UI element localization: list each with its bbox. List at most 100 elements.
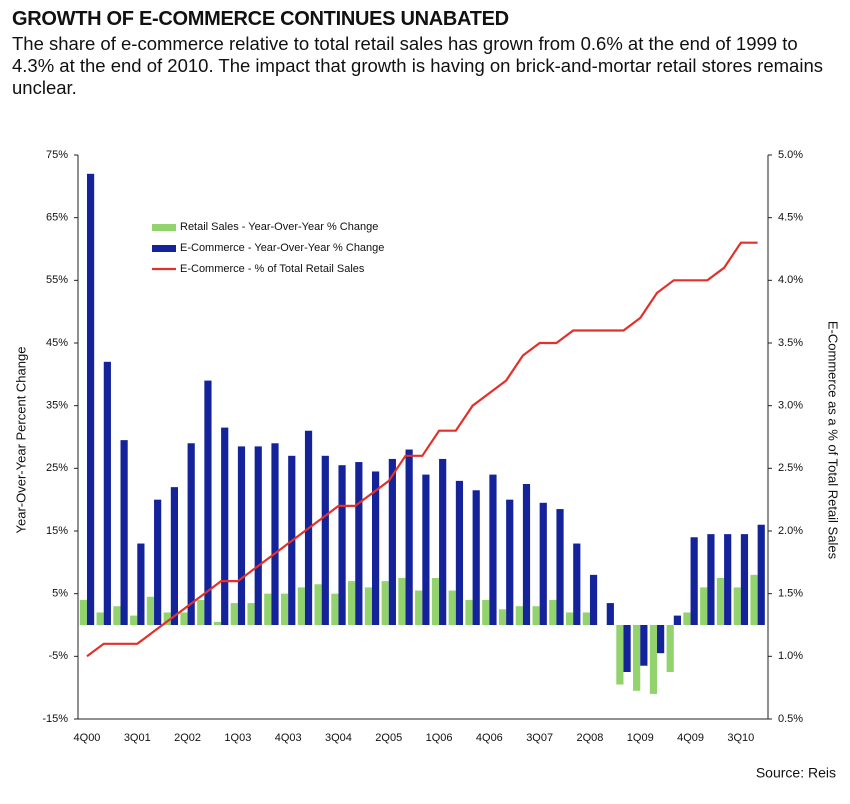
- bar: [455, 480, 464, 625]
- bar: [254, 446, 262, 625]
- x-tick-label: 1Q06: [426, 732, 453, 744]
- bar: [348, 581, 356, 625]
- bar: [707, 534, 715, 625]
- bar: [573, 543, 581, 625]
- bar: [750, 574, 758, 625]
- x-tick-label: 3Q10: [727, 732, 754, 744]
- legend-label: Retail Sales - Year-Over-Year % Change: [180, 221, 378, 233]
- bar: [549, 599, 557, 625]
- y-tick-label: 5%: [52, 588, 68, 600]
- y2-tick-label: 2.5%: [778, 462, 803, 474]
- bar: [448, 590, 456, 625]
- bar: [321, 455, 329, 625]
- y-tick-label: 75%: [46, 149, 68, 161]
- y2-tick-label: 3.0%: [778, 400, 803, 412]
- y2-tick-label: 1.5%: [778, 588, 803, 600]
- bar: [640, 625, 648, 666]
- legend-swatch: [152, 245, 176, 252]
- x-tick-label: 1Q09: [627, 732, 654, 744]
- x-tick-label: 1Q03: [224, 732, 251, 744]
- x-tick-label: 3Q07: [526, 732, 553, 744]
- bar: [247, 603, 255, 625]
- y-tick-label: -5%: [48, 650, 68, 662]
- bar: [154, 499, 162, 625]
- bar: [633, 625, 641, 691]
- bar: [422, 474, 430, 625]
- bar: [439, 458, 447, 625]
- x-tick-label: 2Q02: [174, 732, 201, 744]
- bar: [472, 490, 480, 625]
- bar: [398, 578, 406, 625]
- header: GROWTH OF E-COMMERCE CONTINUES UNABATED …: [12, 8, 838, 99]
- y2-tick-label: 2.0%: [778, 525, 803, 537]
- bar: [666, 625, 674, 672]
- bar: [388, 458, 396, 625]
- y-tick-label: 15%: [46, 525, 68, 537]
- bar: [338, 465, 346, 625]
- bar: [79, 599, 87, 625]
- legend-swatch: [152, 224, 176, 231]
- bar: [297, 587, 305, 625]
- bar: [197, 599, 205, 625]
- bar: [381, 581, 389, 625]
- chart-subtitle: The share of e-commerce relative to tota…: [12, 33, 823, 98]
- bar: [146, 596, 155, 625]
- y2-tick-label: 1.0%: [778, 650, 803, 662]
- bar: [515, 606, 523, 625]
- bar: [415, 590, 423, 625]
- y2-tick-label: 3.5%: [778, 337, 803, 349]
- line: [86, 241, 758, 658]
- y2-tick-label: 4.5%: [778, 212, 803, 224]
- bar: [657, 625, 665, 654]
- bar: [673, 615, 681, 625]
- bar: [589, 574, 598, 625]
- y-tick-label: 25%: [46, 462, 68, 474]
- y2-tick-label: 0.5%: [778, 713, 803, 725]
- bar: [213, 621, 222, 625]
- bar: [405, 449, 413, 625]
- y-axis-title: Year-Over-Year Percent Change: [13, 347, 28, 534]
- y2-tick-label: 5.0%: [778, 149, 803, 161]
- bar: [757, 524, 765, 625]
- source: Source: Reis: [756, 765, 836, 781]
- x-tick-label: 4Q03: [275, 732, 302, 744]
- bar: [582, 612, 590, 625]
- y-tick-label: 45%: [46, 337, 68, 349]
- y-tick-label: 55%: [46, 274, 68, 286]
- bar: [113, 606, 121, 625]
- bar: [204, 380, 212, 625]
- bar: [314, 584, 322, 625]
- bar: [163, 612, 171, 625]
- bar: [539, 502, 547, 625]
- bar: [740, 534, 749, 625]
- bar: [623, 625, 631, 672]
- bar: [700, 587, 708, 625]
- bar: [280, 593, 289, 625]
- bar: [170, 487, 179, 625]
- bar: [130, 615, 138, 625]
- y-tick-label: 35%: [46, 400, 68, 412]
- bar: [690, 537, 698, 625]
- bar: [180, 612, 188, 625]
- bar: [506, 499, 514, 625]
- bar: [565, 612, 574, 625]
- bar: [724, 534, 732, 625]
- bar: [372, 471, 380, 625]
- bar: [683, 612, 691, 625]
- x-tick-label: 2Q05: [375, 732, 402, 744]
- x-tick-label: 2Q08: [576, 732, 603, 744]
- bar: [716, 578, 725, 625]
- bar: [264, 593, 272, 625]
- bar: [616, 625, 624, 685]
- bar: [522, 484, 531, 625]
- bar: [120, 440, 128, 625]
- bar: [532, 606, 540, 625]
- bar: [103, 361, 111, 625]
- x-tick-label: 3Q01: [124, 732, 151, 744]
- bar: [331, 593, 339, 625]
- bar: [187, 443, 195, 625]
- bar: [137, 543, 145, 625]
- bar: [649, 625, 658, 694]
